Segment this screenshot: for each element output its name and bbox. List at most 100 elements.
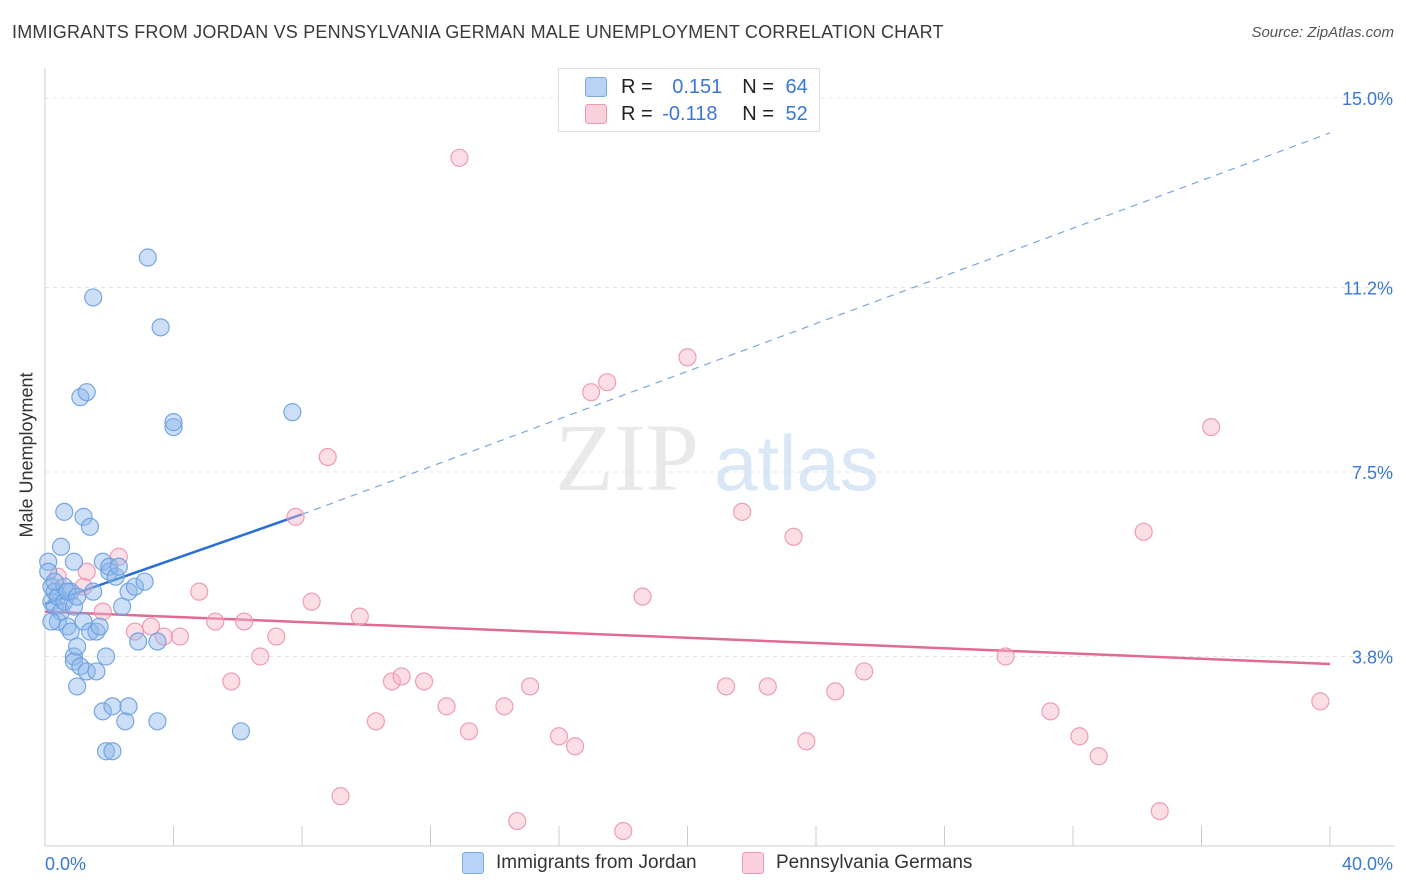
legend-row-pagerman: R = -0.118 N = 52 — [585, 102, 808, 126]
point-jordan — [109, 557, 128, 576]
point-jordan — [45, 572, 64, 591]
point-pagerman — [93, 602, 112, 621]
point-pagerman — [235, 612, 254, 631]
legend-swatch-pagerman — [585, 104, 607, 124]
point-pagerman — [48, 567, 67, 586]
legend-n-label: N = — [742, 75, 780, 98]
point-jordan — [61, 622, 80, 641]
point-pagerman — [459, 722, 479, 741]
legend-n-value: 52 — [785, 102, 808, 125]
point-jordan — [96, 647, 116, 666]
point-pagerman — [520, 677, 540, 696]
watermark-zip: ZIP — [555, 404, 699, 511]
point-pagerman — [1150, 801, 1169, 821]
point-pagerman — [549, 727, 569, 746]
point-pagerman — [1202, 417, 1221, 437]
point-jordan — [42, 612, 61, 631]
point-jordan — [125, 577, 145, 596]
point-pagerman — [855, 662, 874, 681]
point-jordan — [106, 567, 125, 586]
legend-swatch-pagerman — [742, 852, 764, 874]
point-pagerman — [267, 627, 286, 646]
point-pagerman — [614, 821, 633, 841]
point-jordan — [74, 507, 93, 526]
point-jordan — [148, 712, 167, 731]
trendline-jordan-extension — [301, 132, 1331, 515]
point-jordan — [148, 632, 167, 651]
point-jordan — [77, 383, 96, 402]
point-jordan — [93, 702, 112, 721]
point-jordan — [68, 677, 87, 696]
point-pagerman — [598, 373, 617, 392]
point-pagerman — [1070, 727, 1089, 746]
point-jordan — [55, 502, 74, 521]
point-jordan — [64, 552, 84, 571]
trend-lines — [44, 132, 1331, 666]
point-jordan — [116, 712, 135, 731]
point-jordan — [39, 552, 58, 571]
point-pagerman — [1134, 522, 1153, 541]
legend-n-value: 64 — [785, 75, 808, 98]
point-jordan — [68, 637, 87, 656]
point-pagerman — [222, 672, 241, 691]
point-jordan — [100, 557, 119, 576]
point-pagerman — [331, 787, 350, 806]
chart-title: IMMIGRANTS FROM JORDAN VS PENNSYLVANIA G… — [12, 22, 944, 42]
point-jordan — [129, 632, 148, 651]
point-pagerman — [302, 592, 321, 611]
point-pagerman — [582, 383, 601, 402]
legend-r-label: R = — [621, 75, 659, 98]
y-axis-label: Male Unemployment — [16, 372, 37, 538]
point-jordan — [96, 742, 116, 761]
y-tick-label: 7.5% — [1352, 463, 1393, 483]
trendline-pagerman — [44, 610, 1331, 666]
point-jordan — [90, 617, 109, 636]
x-tick-label: 0.0% — [45, 854, 86, 874]
point-pagerman — [190, 582, 209, 601]
point-jordan — [112, 597, 132, 616]
point-jordan — [45, 582, 64, 601]
point-jordan — [164, 417, 183, 437]
legend-r-label: R = — [621, 102, 659, 125]
point-pagerman — [784, 527, 803, 546]
y-tick-label: 3.8% — [1352, 647, 1393, 667]
point-pagerman — [1089, 747, 1108, 766]
point-pagerman — [450, 148, 469, 167]
watermark: ZIP atlas — [555, 404, 879, 511]
legend-r-value: -0.118 — [662, 102, 718, 125]
watermark-atlas: atlas — [714, 419, 879, 507]
point-pagerman — [758, 677, 777, 696]
point-jordan — [84, 288, 103, 307]
point-pagerman — [414, 672, 434, 691]
tick-labels: 3.8% 7.5% 11.2% 15.0% 0.0% 40.0% — [45, 89, 1393, 874]
point-jordan — [138, 248, 157, 267]
point-jordan — [77, 662, 96, 681]
point-pagerman — [733, 502, 752, 521]
point-jordan — [164, 413, 183, 432]
point-pagerman — [826, 682, 845, 701]
point-jordan — [80, 517, 100, 536]
point-pagerman — [382, 672, 402, 691]
point-jordan — [68, 587, 87, 606]
series-legend: Immigrants from Jordan Pennsylvania Germ… — [0, 852, 1406, 878]
source-credit: Source: ZipAtlas.com — [1251, 24, 1394, 41]
point-pagerman — [318, 447, 337, 467]
legend-label-jordan: Immigrants from Jordan — [496, 852, 697, 873]
legend-swatch-jordan — [462, 852, 484, 874]
point-jordan — [84, 582, 103, 601]
y-tick-label: 11.2% — [1343, 278, 1393, 298]
point-pagerman — [350, 607, 369, 626]
data-points — [39, 148, 1330, 841]
point-pagerman — [251, 647, 270, 666]
x-tick-label: 40.0% — [1342, 854, 1393, 874]
legend-r-value: 0.151 — [672, 75, 723, 98]
point-pagerman — [437, 697, 456, 716]
point-jordan — [87, 622, 106, 641]
legend-item-jordan: Immigrants from Jordan — [462, 852, 697, 874]
point-jordan — [103, 742, 122, 761]
point-pagerman — [366, 712, 385, 731]
point-pagerman — [141, 617, 161, 636]
legend-label-pagerman: Pennsylvania Germans — [776, 852, 973, 873]
point-pagerman — [508, 811, 527, 831]
